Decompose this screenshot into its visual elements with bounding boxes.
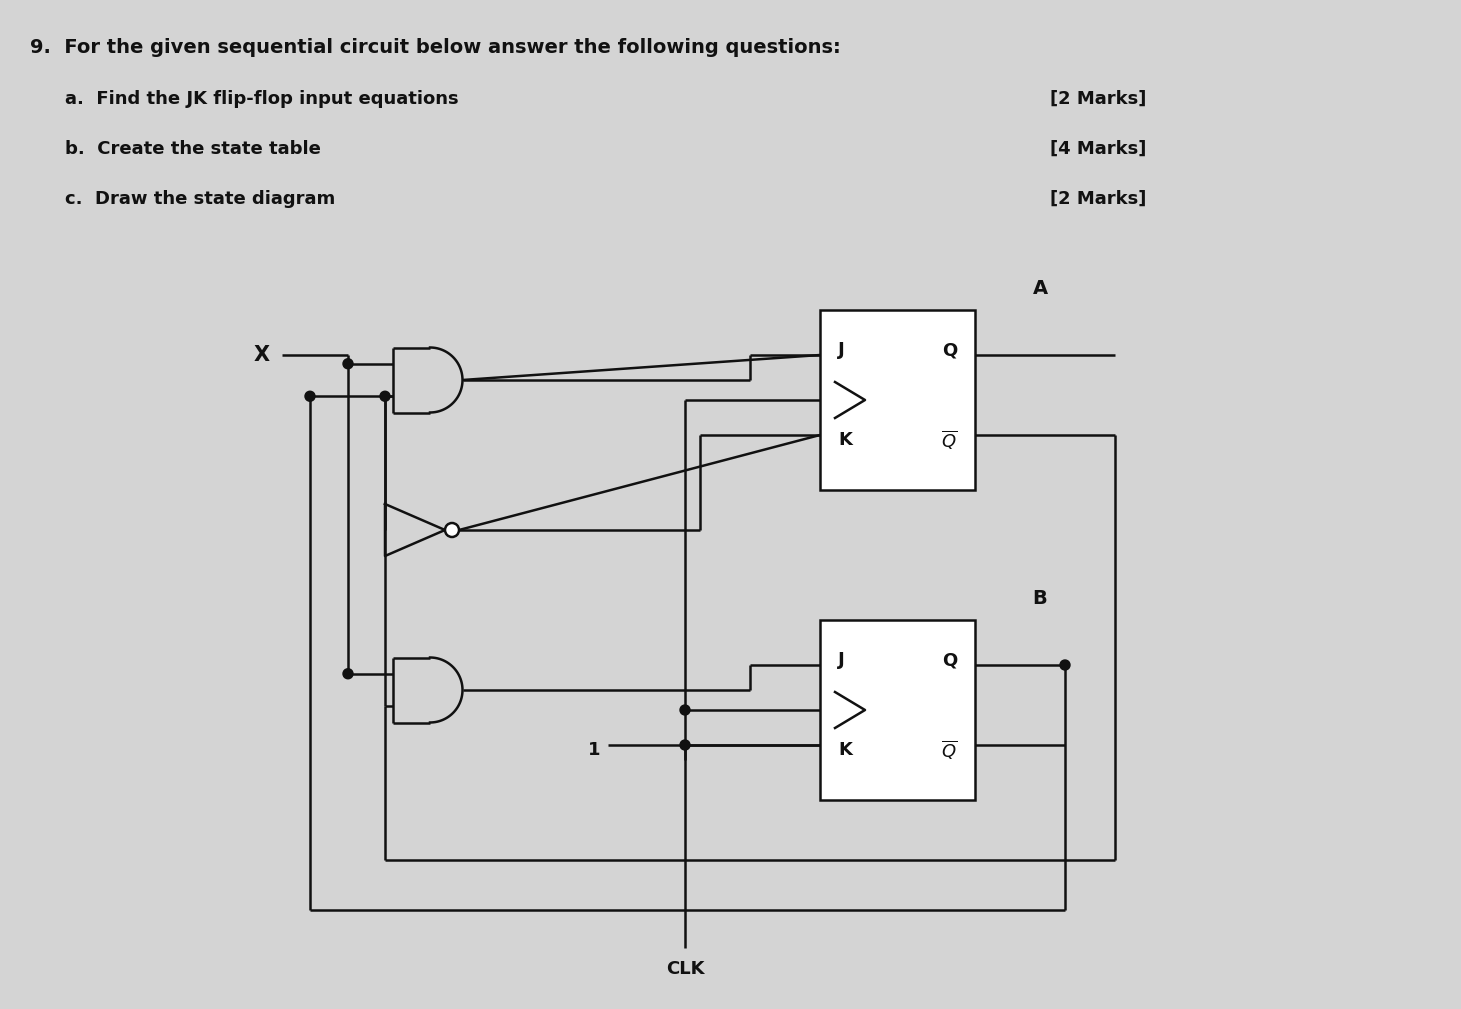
Circle shape [1061,660,1069,670]
Text: c.  Draw the state diagram: c. Draw the state diagram [64,190,335,208]
Circle shape [679,705,690,715]
Text: B: B [1033,589,1048,608]
Text: [2 Marks]: [2 Marks] [1050,190,1147,208]
Text: X: X [254,345,270,365]
Text: J: J [839,651,844,669]
Text: K: K [839,741,852,759]
Text: Q: Q [942,651,957,669]
Text: CLK: CLK [666,960,704,978]
Text: a.  Find the JK flip-flop input equations: a. Find the JK flip-flop input equations [64,90,459,108]
Circle shape [380,391,390,402]
Circle shape [343,359,354,368]
Text: b.  Create the state table: b. Create the state table [64,140,321,158]
Text: $\overline{Q}$: $\overline{Q}$ [941,739,957,762]
Bar [820,310,974,490]
Text: Q: Q [942,341,957,359]
Text: [4 Marks]: [4 Marks] [1050,140,1147,158]
Circle shape [446,523,459,537]
Circle shape [343,669,354,679]
Circle shape [305,391,316,402]
Text: A: A [1033,279,1048,298]
Text: 9.  For the given sequential circuit below answer the following questions:: 9. For the given sequential circuit belo… [31,38,840,57]
Text: $\overline{Q}$: $\overline{Q}$ [941,429,957,451]
Text: J: J [839,341,844,359]
Text: [2 Marks]: [2 Marks] [1050,90,1147,108]
Text: K: K [839,431,852,449]
Circle shape [679,740,690,750]
Text: 1: 1 [587,741,600,759]
Bar [820,620,974,800]
